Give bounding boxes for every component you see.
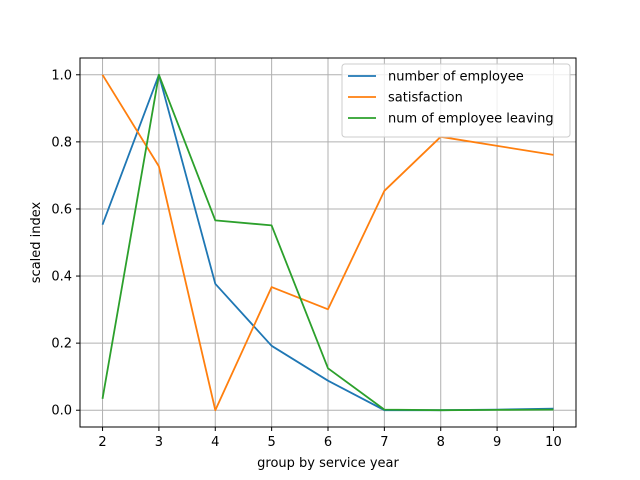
legend-label-0: number of employee <box>388 70 524 85</box>
x-tick-label: 4 <box>211 435 219 450</box>
y-tick-label: 1.0 <box>51 68 72 83</box>
x-tick-label: 5 <box>267 435 275 450</box>
x-tick-label: 10 <box>545 435 562 450</box>
y-tick-label: 0.6 <box>51 202 72 217</box>
x-tick-label: 6 <box>324 435 332 450</box>
x-axis-ticks: 2 3 4 5 6 7 8 9 10 <box>98 427 562 450</box>
y-tick-label: 0.8 <box>51 135 72 150</box>
x-tick-label: 7 <box>380 435 388 450</box>
y-axis-label: scaled index <box>29 201 44 283</box>
legend-label-1: satisfaction <box>388 91 463 106</box>
series-lines <box>101 73 554 412</box>
x-tick-label: 8 <box>437 435 445 450</box>
y-tick-label: 0.2 <box>51 337 72 352</box>
y-tick-label: 0.4 <box>51 270 72 285</box>
x-axis-label: group by service year <box>257 456 399 471</box>
legend-box <box>341 63 571 138</box>
legend: number of employee satisfaction num of emp… <box>341 63 571 138</box>
y-tick-label: 0.0 <box>51 404 72 419</box>
x-tick-label: 2 <box>98 435 106 450</box>
x-tick-label: 3 <box>155 435 163 450</box>
y-axis-ticks: 0.0 0.2 0.4 0.6 0.8 1.0 <box>51 68 80 419</box>
series-line-2 <box>101 73 554 412</box>
x-tick-label: 9 <box>493 435 501 450</box>
legend-label-2: num of employee leaving <box>388 112 554 127</box>
